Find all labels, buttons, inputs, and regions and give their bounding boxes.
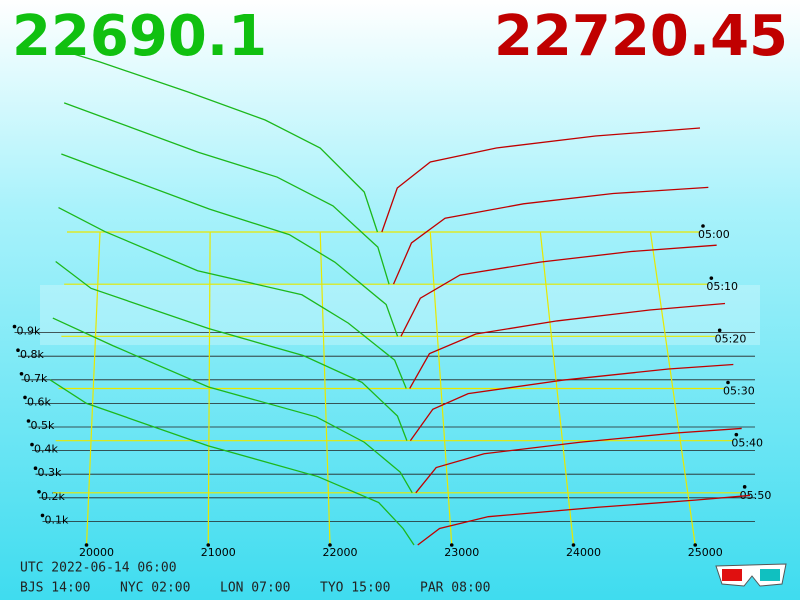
- 3d-glasses-icon: [715, 563, 787, 587]
- bid-depth-line: [55, 260, 408, 441]
- bid-depth-line: [58, 206, 407, 389]
- depth-tick: [30, 442, 34, 447]
- depth-tick-label: 0.8k: [20, 348, 44, 361]
- price-tick: [328, 543, 332, 547]
- time-tick: [734, 432, 739, 437]
- bid-depth-line: [61, 153, 399, 337]
- price-tick-label: 24000: [566, 546, 601, 559]
- bid-depth-line: [52, 317, 413, 494]
- clocks: BJS 14:00 NYC 02:00 LON 07:00 TYO 15:00 PAR …: [20, 581, 490, 596]
- depth-tick: [23, 395, 27, 400]
- depth-tick-label: 0.7k: [24, 372, 48, 385]
- time-tick-label: 05:20: [715, 332, 747, 345]
- bid-depth-line: [66, 51, 379, 233]
- depth-tick: [16, 348, 20, 353]
- price-tick: [693, 543, 698, 547]
- best-bid: 22690.1: [12, 4, 267, 69]
- time-tick: [726, 380, 730, 385]
- time-tick: [717, 328, 722, 333]
- depth-tick-label: 0.5k: [31, 419, 55, 432]
- depth-tick: [19, 372, 24, 376]
- price-tick: [206, 543, 211, 547]
- utc-time: UTC 2022-06-14 06:00: [20, 561, 177, 576]
- ask-depth-line: [415, 427, 742, 494]
- city-clock: TYO 15:00: [320, 581, 390, 596]
- time-tick-label: 05:30: [723, 385, 755, 398]
- floor-haze: [40, 285, 760, 345]
- depth-tick-label: 0.2k: [41, 490, 65, 503]
- plot: 0.1k 0.2k 0.3k 0.4k 0.5k 0.6k 0.7k 0.8k 0.9k 2000…: [12, 51, 772, 559]
- ask-depth-line: [381, 127, 701, 233]
- depth-tick-label: 0.6k: [27, 395, 51, 408]
- ask-depth-line: [400, 244, 717, 337]
- time-tick: [742, 485, 747, 489]
- price-tick-label: 20000: [79, 546, 114, 559]
- best-ask: 22720.45: [494, 4, 788, 69]
- ask-depth-line: [409, 363, 734, 442]
- time-tick: [701, 224, 705, 228]
- city-clock: PAR 08:00: [420, 581, 490, 596]
- depth-tick: [37, 490, 41, 494]
- time-tick-label: 05:10: [706, 280, 738, 293]
- ask-depth-line: [409, 302, 726, 389]
- time-tick-label: 05:40: [731, 437, 763, 450]
- price-tick: [449, 543, 454, 547]
- bid-depth-line: [63, 102, 390, 285]
- price-tick-label: 23000: [444, 546, 479, 559]
- depth-tick: [33, 466, 38, 471]
- time-tick-label: 05:00: [698, 228, 730, 241]
- depth-tick-label: 0.1k: [45, 513, 69, 526]
- depth-tick: [40, 513, 45, 518]
- price-tick: [84, 543, 89, 547]
- time-tick-label: 05:50: [740, 489, 772, 502]
- city-clock: NYC 02:00: [120, 581, 190, 596]
- city-clock: LON 07:00: [220, 581, 290, 596]
- city-clock: BJS 14:00: [20, 581, 90, 596]
- ask-depth-line: [392, 186, 709, 285]
- price-tick: [571, 543, 576, 547]
- price-tick-label: 21000: [201, 546, 236, 559]
- depth-tick-label: 0.9k: [17, 325, 41, 338]
- bid-depth-line: [49, 379, 415, 546]
- price-tick-label: 25000: [688, 546, 723, 559]
- depth-tick-label: 0.3k: [38, 466, 62, 479]
- price-tick-label: 22000: [323, 546, 358, 559]
- depth-tick-label: 0.4k: [34, 443, 58, 456]
- time-tick: [709, 276, 714, 280]
- depth-tick: [12, 324, 17, 329]
- depth-tick: [26, 419, 31, 423]
- ask-depth-line: [417, 494, 751, 546]
